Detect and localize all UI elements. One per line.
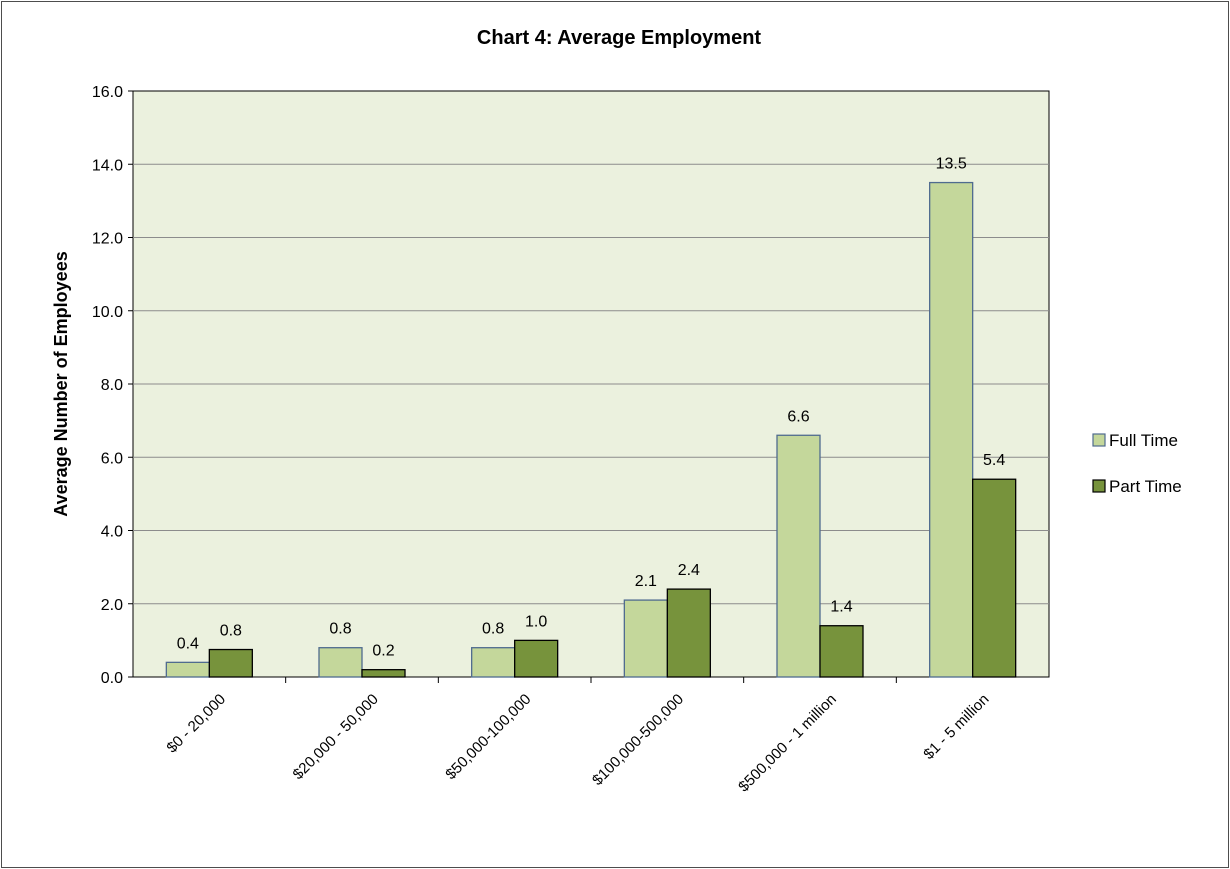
bar-part-time (666, 588, 711, 678)
bar-full-time (776, 434, 821, 678)
data-label: 13.5 (936, 156, 967, 173)
data-label: 6.6 (787, 408, 809, 425)
data-label: 1.4 (830, 599, 852, 616)
bar-full-time (471, 647, 516, 678)
x-tick-label: $500,000 - 1 million (735, 691, 840, 796)
bar-full-time (318, 647, 363, 678)
data-labels: 0.4 0.8 0.8 0.2 0.8 1.0 2.1 2.4 6.6 1.4 13.5 5.4 (177, 156, 1006, 660)
y-tick-label: 12.0 (92, 231, 123, 248)
bar-part-time (819, 625, 864, 678)
bars (165, 181, 1017, 678)
legend: Full Time Part Time (1092, 431, 1182, 496)
bar-part-time (361, 669, 406, 678)
y-tick-label: 14.0 (92, 157, 123, 174)
x-tick-label: $1 - 5 million (920, 691, 992, 763)
x-tick-label: $0 - 20,000 (163, 691, 229, 757)
y-tick-label: 10.0 (92, 304, 123, 321)
data-label: 0.8 (329, 621, 351, 638)
bar-full-time (623, 599, 668, 678)
legend-swatch (1092, 479, 1106, 493)
y-axis-ticks: 0.0 2.0 4.0 6.0 8.0 10.0 12.0 14.0 16.0 (92, 84, 133, 687)
x-axis-ticks: $0 - 20,000 $20,000 - 50,000 $50,000-100,0… (163, 677, 992, 795)
data-label: 0.8 (220, 623, 242, 640)
y-tick-label: 8.0 (101, 377, 123, 394)
bar-part-time (514, 639, 559, 678)
data-label: 0.2 (372, 643, 394, 660)
gridlines (133, 163, 1049, 605)
bar-full-time (165, 661, 210, 678)
y-axis-label: Average Number of Employees (51, 251, 71, 516)
data-label: 5.4 (983, 452, 1005, 469)
data-label: 2.4 (678, 562, 700, 579)
y-tick-label: 2.0 (101, 597, 123, 614)
data-label: 0.4 (177, 635, 199, 652)
y-tick-label: 16.0 (92, 84, 123, 101)
chart-title: Chart 4: Average Employment (477, 27, 761, 49)
x-tick-label: $50,000-100,000 (442, 691, 534, 783)
y-tick-label: 6.0 (101, 450, 123, 467)
data-label: 0.8 (482, 621, 504, 638)
legend-label: Part Time (1109, 477, 1182, 496)
y-tick-label: 4.0 (101, 524, 123, 541)
x-tick-label: $20,000 - 50,000 (290, 691, 382, 783)
bar-part-time (208, 648, 253, 678)
legend-swatch (1092, 433, 1106, 447)
data-label: 1.0 (525, 613, 547, 630)
data-label: 2.1 (635, 573, 657, 590)
x-tick-label: $100,000-500,000 (589, 691, 687, 789)
legend-label: Full Time (1109, 431, 1178, 450)
bar-part-time (972, 478, 1017, 678)
bar-full-time (929, 181, 974, 678)
y-tick-label: 0.0 (101, 670, 123, 687)
